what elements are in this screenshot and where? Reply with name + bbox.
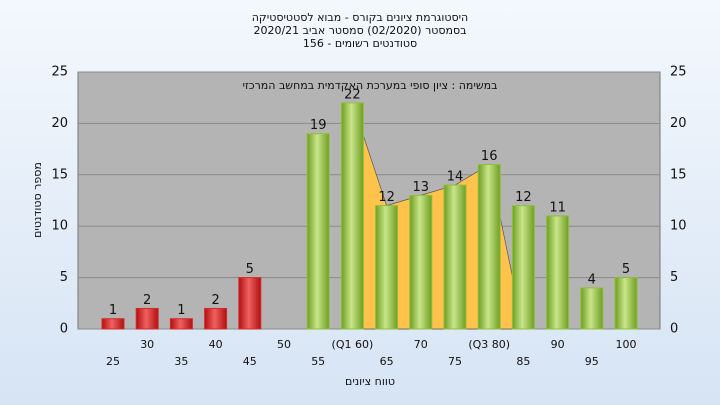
bar bbox=[135, 307, 159, 330]
y2-tick-label: 0 bbox=[670, 322, 678, 337]
x-tick-label: 100 bbox=[616, 338, 637, 351]
y2-tick-label: 5 bbox=[670, 270, 678, 285]
data-label: 1 bbox=[109, 303, 117, 318]
bar bbox=[204, 307, 228, 330]
bar bbox=[614, 277, 638, 330]
y-tick-label: 10 bbox=[51, 219, 68, 234]
y2-tick-label: 20 bbox=[670, 116, 687, 131]
x-tick-label: 95 bbox=[585, 355, 599, 368]
data-label: 22 bbox=[344, 87, 361, 102]
y-tick-label: 5 bbox=[60, 270, 68, 285]
data-label: 12 bbox=[378, 190, 395, 205]
data-label: 12 bbox=[515, 190, 532, 205]
x-tick-label: 30 bbox=[140, 338, 154, 351]
x-tick-label: (Q1 60) bbox=[332, 338, 374, 351]
bar bbox=[169, 318, 193, 330]
data-label: 11 bbox=[549, 200, 566, 215]
bar bbox=[443, 184, 467, 330]
x-tick-label: 85 bbox=[516, 355, 530, 368]
x-tick-label: 50 bbox=[277, 338, 291, 351]
y-tick-label: 20 bbox=[51, 116, 68, 131]
x-tick-label: 45 bbox=[243, 355, 257, 368]
x-tick-label: 40 bbox=[209, 338, 223, 351]
bar bbox=[238, 277, 262, 330]
data-label: 5 bbox=[246, 262, 254, 277]
data-label: 5 bbox=[622, 262, 630, 277]
data-label: 2 bbox=[143, 293, 151, 308]
bar bbox=[101, 318, 125, 330]
bar bbox=[340, 102, 364, 330]
data-label: 13 bbox=[413, 180, 430, 195]
data-label: 1 bbox=[177, 303, 185, 318]
title-line: היסטוגרמת ציונים בקורס - מבוא לסטטיסטיקה bbox=[252, 11, 468, 24]
data-label: 16 bbox=[481, 149, 498, 164]
y-axis-label: מספר סטודנטים bbox=[31, 162, 44, 238]
x-tick-label: 90 bbox=[551, 338, 565, 351]
bar bbox=[580, 287, 604, 330]
y2-tick-label: 10 bbox=[670, 219, 687, 234]
x-tick-label: (Q3 80) bbox=[468, 338, 510, 351]
bar bbox=[511, 205, 535, 330]
title-line: בסמסטר (02/2020) סמסטר אביב 2020/21 bbox=[253, 24, 466, 37]
bar bbox=[409, 194, 433, 330]
annotation: במשימה : ציון סופי במערכת האקדמית במחשב … bbox=[243, 79, 498, 92]
title-line: סטודנטים רשומים - 156 bbox=[303, 37, 417, 50]
y-tick-label: 25 bbox=[51, 65, 68, 80]
x-tick-label: 25 bbox=[106, 355, 120, 368]
x-axis-label: טווח ציונים bbox=[345, 375, 395, 388]
x-tick-label: 65 bbox=[380, 355, 394, 368]
x-tick-label: 75 bbox=[448, 355, 462, 368]
bar bbox=[477, 164, 501, 330]
x-tick-label: 35 bbox=[174, 355, 188, 368]
y-tick-label: 15 bbox=[51, 167, 68, 182]
y-tick-label: 0 bbox=[60, 322, 68, 337]
data-label: 2 bbox=[211, 293, 219, 308]
x-tick-label: 70 bbox=[414, 338, 428, 351]
x-tick-label: 55 bbox=[311, 355, 325, 368]
bar bbox=[546, 215, 570, 330]
data-label: 19 bbox=[310, 118, 327, 133]
y2-tick-label: 25 bbox=[670, 65, 687, 80]
data-label: 14 bbox=[447, 170, 464, 185]
bar bbox=[306, 133, 330, 330]
bar bbox=[375, 205, 399, 330]
y2-tick-label: 15 bbox=[670, 167, 687, 182]
data-label: 4 bbox=[588, 272, 596, 287]
